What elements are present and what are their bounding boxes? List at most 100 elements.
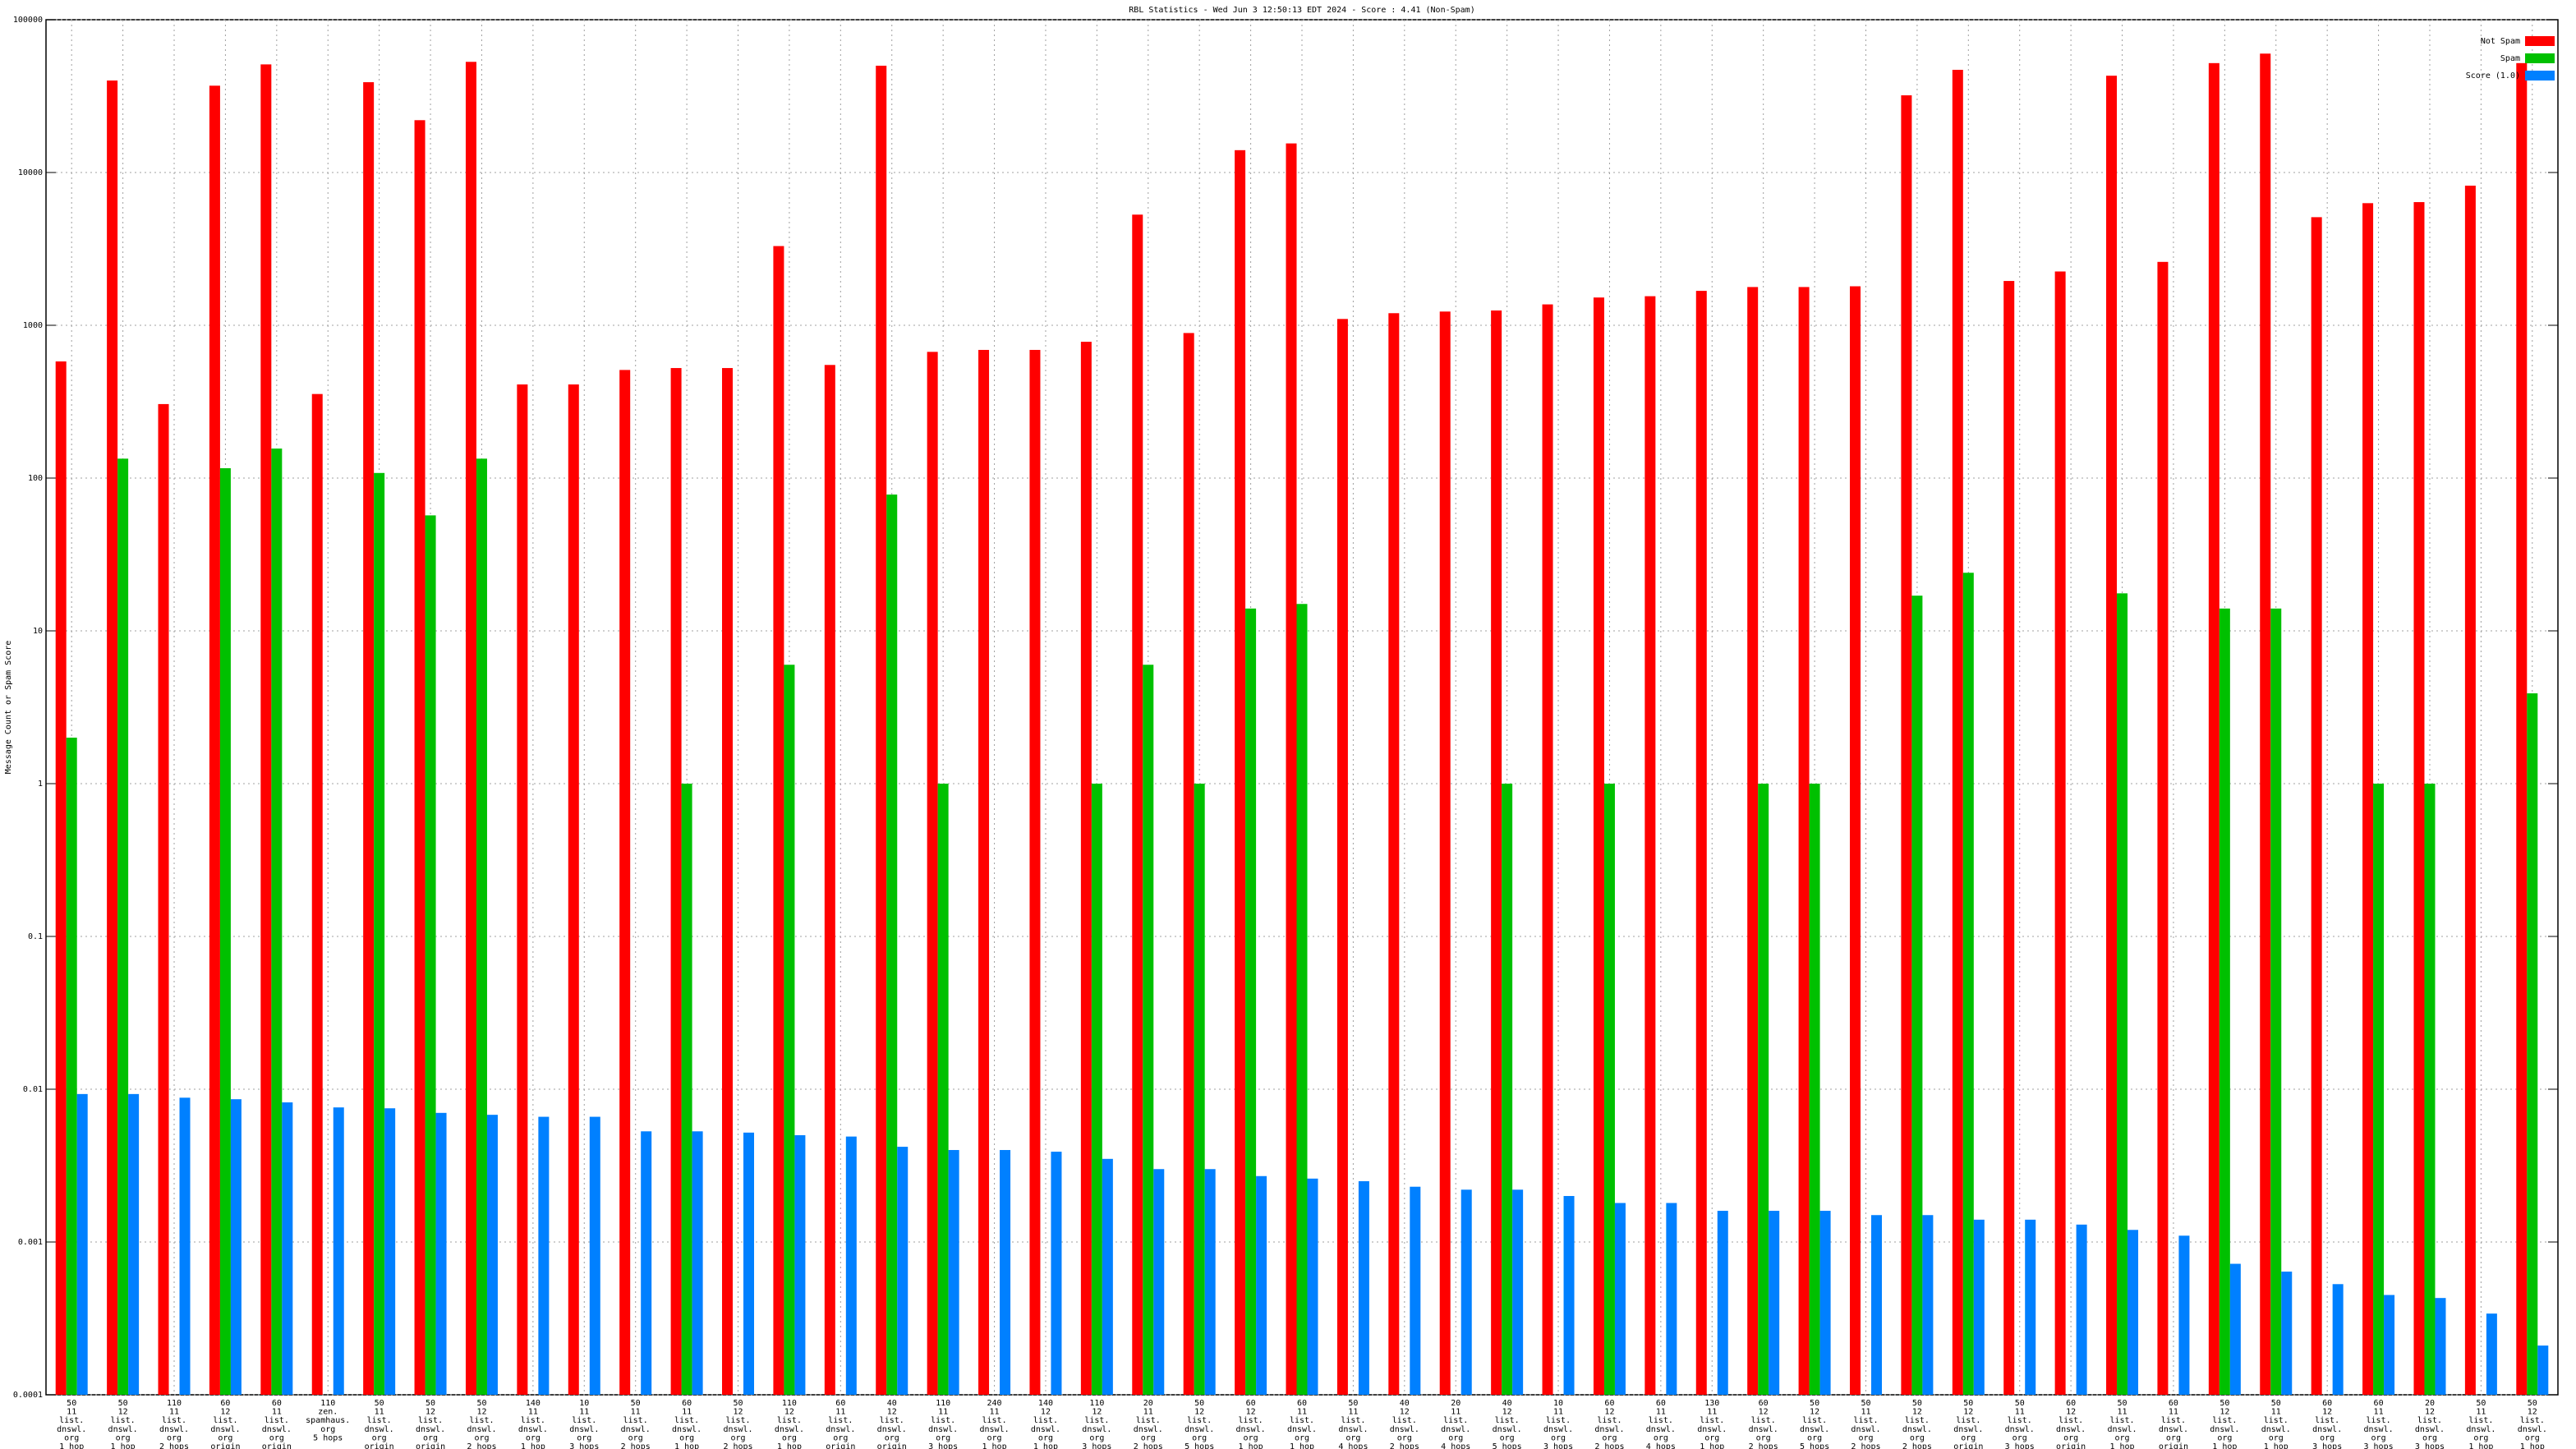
bar — [1183, 333, 1194, 1395]
x-tick-label: 12 — [1092, 1408, 1102, 1417]
x-tick-label: org — [1038, 1433, 1053, 1442]
bar — [2311, 217, 2322, 1395]
x-tick-label: list. — [1136, 1416, 1161, 1425]
bar — [2362, 203, 2374, 1396]
bar — [773, 246, 784, 1395]
x-tick-label: 110 — [320, 1399, 335, 1408]
x-tick-label: org — [2422, 1433, 2437, 1442]
bar — [1460, 1189, 1472, 1395]
bar — [1102, 1158, 1113, 1395]
x-tick-label: 110 — [936, 1399, 950, 1408]
x-tick-label: dnswl. — [1749, 1425, 1778, 1434]
x-tick-label: list. — [1546, 1416, 1571, 1425]
bar — [1296, 604, 1308, 1395]
x-tick-label: 2 hops — [467, 1442, 496, 1449]
x-tick-label: 40 — [1400, 1399, 1410, 1408]
x-tick-label: 1 hop — [1033, 1442, 1058, 1449]
x-tick-label: 60 — [2322, 1399, 2332, 1408]
x-tick-label: 3 hops — [1082, 1442, 1111, 1449]
x-tick-label: dnswl. — [1800, 1425, 1829, 1434]
bar — [2384, 1295, 2395, 1395]
x-tick-label: 50 — [1963, 1399, 1973, 1408]
bar — [927, 352, 938, 1395]
x-tick-label: list. — [59, 1416, 84, 1425]
x-tick-label: dnswl. — [416, 1425, 445, 1434]
x-tick-label: 50 — [1348, 1399, 1358, 1408]
bar — [1235, 150, 1246, 1395]
x-tick-label: org — [64, 1433, 79, 1442]
x-tick-label: org — [269, 1433, 284, 1442]
bar — [425, 515, 436, 1396]
bar — [1911, 596, 1923, 1395]
x-tick-label: 20 — [2425, 1399, 2435, 1408]
x-tick-label: 12 — [1400, 1408, 1410, 1417]
x-tick-label: 12 — [2220, 1408, 2229, 1417]
bar — [2373, 784, 2385, 1395]
x-tick-label: list. — [2264, 1416, 2288, 1425]
x-tick-label: org — [628, 1433, 643, 1442]
x-tick-label: 3 hops — [1543, 1442, 1573, 1449]
y-tick-label: 100000 — [13, 16, 43, 25]
x-tick-label: 12 — [1810, 1408, 1819, 1417]
x-tick-label: list. — [2008, 1416, 2032, 1425]
x-tick-label: 60 — [2374, 1399, 2384, 1408]
x-tick-label: 50 — [118, 1399, 128, 1408]
x-tick-label: list. — [2315, 1416, 2339, 1425]
bar — [1901, 95, 1912, 1395]
x-tick-label: org — [474, 1433, 489, 1442]
x-tick-label: 1 hop — [2109, 1442, 2134, 1449]
x-tick-label: dnswl. — [1082, 1425, 1111, 1434]
x-tick-label: 2 hops — [159, 1442, 189, 1449]
bar — [1245, 608, 1257, 1395]
bar — [128, 1093, 140, 1395]
bar — [271, 448, 283, 1395]
bar — [681, 784, 692, 1395]
x-tick-label: org — [2371, 1433, 2386, 1442]
x-tick-label: dnswl. — [2364, 1425, 2394, 1434]
x-tick-label: dnswl. — [2159, 1425, 2188, 1434]
x-tick-label: 11 — [67, 1408, 76, 1417]
bar — [435, 1112, 447, 1395]
bar — [845, 1136, 857, 1395]
x-tick-label: 11 — [169, 1408, 179, 1417]
bar — [1542, 304, 1553, 1396]
x-tick-label: 11 — [1707, 1408, 1717, 1417]
x-tick-label: org — [2063, 1433, 2078, 1442]
bar — [1051, 1152, 1062, 1395]
bar — [179, 1097, 191, 1395]
bar — [107, 80, 118, 1395]
x-tick-label: dnswl. — [467, 1425, 496, 1434]
x-tick-label: 10 — [579, 1399, 589, 1408]
x-tick-label: org — [423, 1433, 438, 1442]
x-tick-label: 50 — [1861, 1399, 1870, 1408]
x-tick-label: 60 — [2066, 1399, 2076, 1408]
x-tick-label: 3 hops — [2312, 1442, 2342, 1449]
x-tick-label: 12 — [2066, 1408, 2076, 1417]
x-tick-label: dnswl. — [569, 1425, 599, 1434]
legend-label: Spam — [2500, 54, 2520, 63]
bar — [2332, 1284, 2344, 1395]
legend-label: Score (1.0) — [2466, 71, 2520, 80]
y-tick-label: 100 — [28, 474, 43, 483]
bar — [937, 784, 949, 1395]
x-tick-label: org — [2012, 1433, 2027, 1442]
x-tick-label: 50 — [1912, 1399, 1922, 1408]
x-tick-label: 12 — [220, 1408, 230, 1417]
bar — [2413, 202, 2425, 1395]
bar — [117, 458, 129, 1395]
x-tick-label: dnswl. — [1338, 1425, 1368, 1434]
x-tick-label: 2 hops — [1851, 1442, 1880, 1449]
x-tick-label: org — [2320, 1433, 2334, 1442]
bar — [1603, 784, 1615, 1395]
x-tick-label: list. — [1495, 1416, 1520, 1425]
bar — [333, 1107, 344, 1395]
x-tick-label: 3 hops — [928, 1442, 958, 1449]
x-tick-label: 50 — [2271, 1399, 2281, 1408]
bar — [1849, 286, 1861, 1396]
x-tick-label: 11 — [579, 1408, 589, 1417]
x-tick-label: org — [218, 1433, 232, 1442]
legend-swatch — [2525, 53, 2555, 63]
x-tick-label: 5 hops — [1800, 1442, 1829, 1449]
bar — [1973, 1219, 1985, 1395]
